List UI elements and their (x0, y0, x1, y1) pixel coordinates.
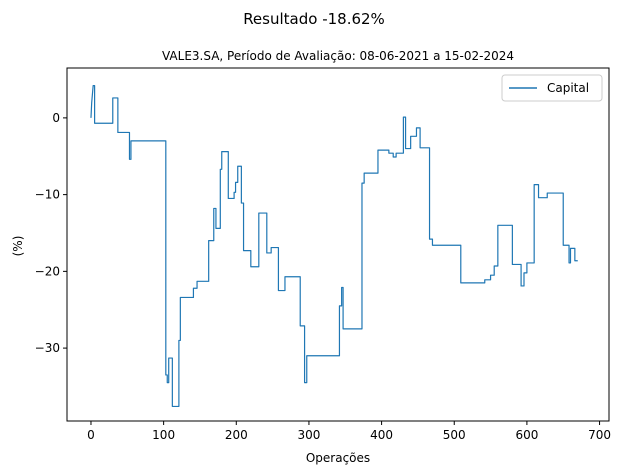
x-tick-label: 0 (87, 428, 95, 442)
series-layer (90, 85, 578, 408)
y-tick-label: −10 (35, 188, 60, 202)
x-axis-ticks: 0 100 200 300 400 500 600 700 (87, 421, 611, 442)
chart-legend: Capital (501, 74, 603, 102)
chart-suptitle: Resultado -18.62% (243, 10, 385, 28)
x-tick-label: 300 (297, 428, 320, 442)
y-axis-label: (%) (11, 236, 25, 257)
x-tick-label: 700 (588, 428, 611, 442)
x-tick-label: 200 (225, 428, 248, 442)
x-tick-label: 100 (152, 428, 175, 442)
legend-label-capital: Capital (547, 81, 589, 95)
x-tick-label: 600 (515, 428, 538, 442)
series-line-capital (90, 85, 578, 408)
x-tick-label: 400 (370, 428, 393, 442)
y-tick-label: −30 (35, 341, 60, 355)
x-axis-label: Operações (306, 451, 370, 465)
y-tick-label: −20 (35, 264, 60, 278)
chart-title: VALE3.SA, Período de Avaliação: 08-06-20… (162, 49, 514, 63)
plot-area: 0 100 200 300 400 500 600 700 0 −10 −20 −30 (35, 67, 611, 442)
legend-box (501, 74, 603, 102)
y-axis-ticks: 0 −10 −20 −30 (35, 111, 67, 355)
axes-frame (66, 67, 610, 422)
x-tick-label: 500 (443, 428, 466, 442)
y-tick-label: 0 (52, 111, 60, 125)
